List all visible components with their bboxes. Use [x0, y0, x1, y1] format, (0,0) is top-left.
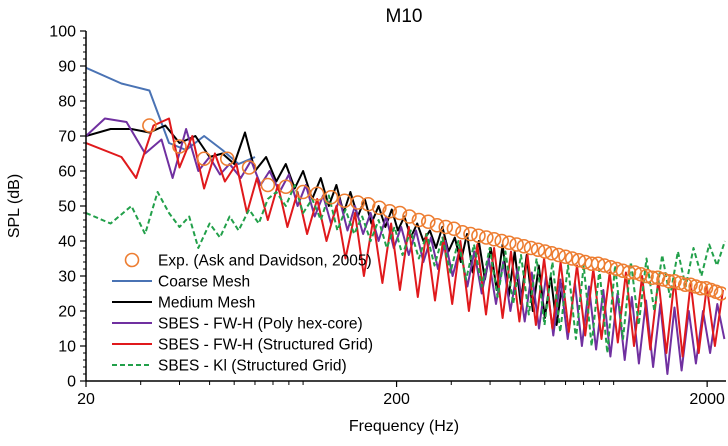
data-point [463, 226, 478, 242]
data-point [544, 245, 560, 261]
data-point [278, 179, 294, 195]
data-point [392, 205, 408, 221]
data-point [309, 186, 325, 202]
data-point [142, 118, 157, 133]
legend-item: SBES - FW-H (Poly hex-core) [112, 316, 363, 333]
series-line [86, 184, 726, 354]
data-point [537, 244, 553, 259]
legend-swatch [124, 252, 140, 268]
y-tick-label: 0 [67, 374, 76, 391]
series-exp-markers [142, 118, 726, 301]
x-tick-label: 2000 [689, 391, 725, 408]
data-point [523, 240, 539, 256]
data-point [241, 160, 257, 175]
data-point [564, 251, 580, 266]
legend-item: SBES - FW-H (Structured Grid) [112, 337, 373, 354]
data-point [420, 214, 436, 230]
data-point [372, 200, 387, 216]
data-point [219, 151, 235, 167]
data-point [558, 249, 573, 265]
y-tick-label: 50 [58, 199, 76, 216]
y-tick-label: 40 [58, 234, 76, 251]
data-point [677, 277, 693, 293]
data-point [411, 212, 427, 228]
legend-label: SBES - Kl (Structured Grid) [158, 358, 347, 375]
series-line [86, 66, 256, 165]
y-tick-label: 90 [58, 59, 76, 76]
y-tick-label: 80 [58, 94, 76, 111]
legend: Exp. (Ask and Davidson, 2005) Coarse Mesh… [112, 253, 373, 375]
data-point [661, 273, 677, 289]
data-point [639, 268, 654, 284]
legend-item: Exp. (Ask and Davidson, 2005) [124, 252, 372, 270]
data-point [615, 263, 631, 279]
data-point [644, 270, 660, 286]
legend-label: Medium Mesh [158, 295, 255, 312]
legend-label: SBES - FW-H (Poly hex-core) [158, 316, 363, 333]
data-point [295, 184, 311, 200]
data-point [656, 272, 671, 287]
data-point [438, 219, 454, 235]
x-tick-label: 200 [383, 391, 410, 408]
x-tick-label: 20 [77, 391, 95, 408]
legend-label: SBES - FW-H (Structured Grid) [158, 337, 373, 354]
legend-label: Coarse Mesh [158, 274, 250, 291]
y-tick-label: 60 [58, 164, 76, 181]
data-point [621, 265, 637, 280]
data-point [693, 280, 709, 296]
data-point [350, 195, 366, 210]
data-point [713, 286, 726, 301]
data-point [501, 235, 517, 251]
legend-item: SBES - Kl (Structured Grid) [112, 358, 347, 375]
axes-layer: 0 10 20 30 40 50 60 70 80 90 100 20 200 2000 [49, 24, 726, 408]
data-point [172, 139, 187, 154]
x-axis-title: Frequency (Hz) [349, 418, 459, 435]
data-point [530, 242, 546, 258]
y-tick-label: 100 [49, 24, 76, 41]
y-tick-label: 10 [58, 339, 76, 356]
data-point [494, 233, 509, 249]
data-point [260, 177, 276, 193]
data-point [196, 151, 212, 167]
chart-title: M10 [386, 6, 423, 27]
y-axis-title: SPL (dB) [6, 174, 23, 238]
data-point [402, 209, 417, 224]
data-point [479, 230, 494, 245]
data-point [571, 252, 587, 268]
data-point [455, 224, 470, 240]
data-point [516, 238, 532, 254]
y-tick-label: 70 [58, 129, 76, 146]
data-point [471, 228, 486, 244]
data-point [382, 203, 397, 219]
data-point [486, 231, 502, 247]
data-point [429, 217, 445, 233]
series-layer [86, 66, 726, 375]
legend-label: Exp. (Ask and Davidson, 2005) [158, 253, 372, 270]
y-tick-label: 20 [58, 304, 76, 321]
data-point [323, 189, 339, 205]
data-point [509, 237, 524, 252]
legend-item: Coarse Mesh [112, 274, 250, 291]
data-point [446, 221, 462, 237]
y-tick-label: 30 [58, 269, 76, 286]
data-point [551, 247, 566, 263]
legend-item: Medium Mesh [112, 295, 255, 312]
